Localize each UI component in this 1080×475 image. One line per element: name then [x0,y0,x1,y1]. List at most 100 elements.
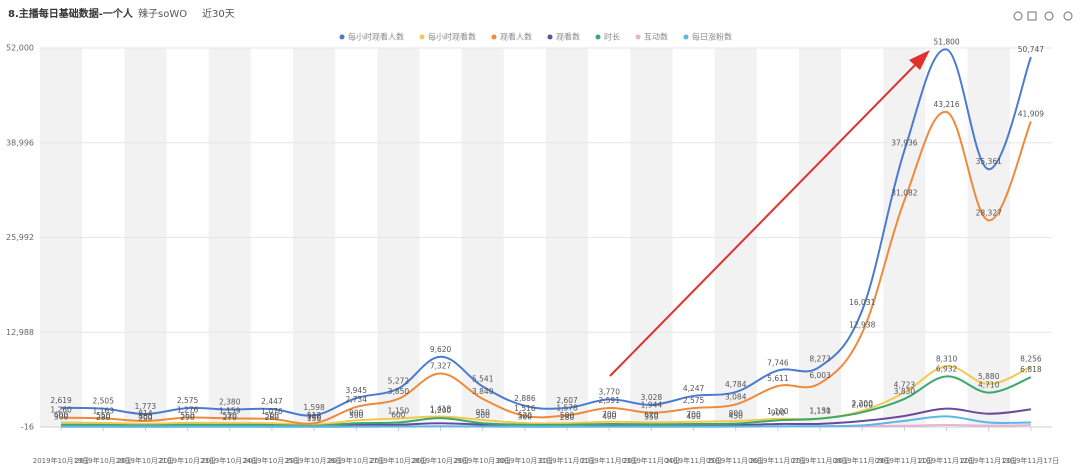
legend-label: 观看人数 [500,32,532,42]
x-tick-label: 2019年11月01日 [539,456,596,465]
data-label: 280 [96,413,111,422]
data-label: 1,150 [809,407,831,416]
data-label: 16,031 [849,298,875,307]
legend-label: 每日涨粉数 [692,32,732,42]
data-label: 5,611 [767,374,789,383]
data-label: 3,830 [894,387,916,396]
data-label: 2,886 [514,394,536,403]
legend-label: 观看数 [556,32,580,42]
data-label: 1,418 [430,405,452,414]
data-label: 8,310 [936,354,958,363]
y-tick-label: -16 [21,423,34,432]
data-label: 3,840 [472,387,494,396]
x-tick-label: 2019年11月07日 [750,456,807,465]
data-label: 37,936 [891,138,917,147]
chart-subtitle: 辣子soWO [138,7,187,20]
data-label: 2,619 [50,396,72,405]
data-label: 2,734 [346,395,368,404]
data-label: 620 [644,410,659,419]
data-label: 2,447 [261,397,283,406]
data-label: 5,272 [388,376,410,385]
data-label: 290 [180,413,195,422]
legend-label: 每小时观看数 [428,32,476,42]
x-tick-label: 2019年11月09日 [834,456,891,465]
download-icon[interactable] [1063,11,1073,21]
data-label: 400 [686,412,701,421]
data-label: 300 [518,413,533,422]
data-label: 8,256 [1020,355,1042,364]
legend-swatch [491,34,497,40]
annotation-arrow [609,50,930,377]
data-label: 450 [729,412,744,421]
data-label: 5,541 [472,375,494,384]
data-label: 900 [771,408,786,417]
x-tick-label: 2019年10月25日 [244,456,301,465]
data-label: 4,247 [683,384,705,393]
x-tick-label: 2019年10月26日 [286,456,343,465]
data-label: 270 [223,413,238,422]
data-label: 12,938 [849,321,875,330]
x-tick-label: 2019年11月11日 [876,456,933,465]
data-label: 950 [476,408,491,417]
data-label: 350 [644,412,659,421]
series-line [61,110,1032,425]
data-label: 1,159 [219,406,241,415]
x-tick-label: 2019年10月30日 [454,456,511,465]
x-tick-label: 2019年10月20日 [75,456,132,465]
refresh-icon[interactable] [1013,11,1023,21]
toolbar [1013,11,1073,21]
x-tick-label: 2019年11月12日 [918,456,975,465]
data-label: 1,260 [50,406,72,415]
period: 近30天 [202,7,235,20]
data-label: 28,327 [976,208,1002,217]
info-icon[interactable] [1044,11,1054,21]
legend-swatch [547,34,553,40]
series-line [61,415,1031,428]
data-label: 280 [560,413,575,422]
legend-label: 每小时观看人数 [348,32,404,42]
legend-swatch [339,34,345,40]
data-label: 600 [54,411,69,420]
data-label: 35,361 [976,157,1002,166]
data-label: 9,620 [430,345,452,354]
data-label: 1,163 [93,406,115,415]
data-label: 520 [223,411,238,420]
legend-label: 互动数 [644,32,668,42]
legend-swatch [595,34,601,40]
data-label: 41,909 [1018,110,1044,119]
data-label: 2,380 [219,398,241,407]
y-tick-label: 25,992 [6,233,34,242]
data-label: 500 [265,411,280,420]
data-label: 7,746 [767,358,789,367]
y-tick-label: 38,996 [6,138,34,147]
data-label: 43,216 [933,100,959,109]
data-label: 800 [729,409,744,418]
data-label: 2,000 [852,400,874,409]
data-label: 6,003 [809,371,831,380]
data-label: 520 [518,411,533,420]
x-tick-label: 2019年10月27日 [328,456,385,465]
x-tick-label: 2019年11月13日 [960,456,1017,465]
data-label: 500 [560,411,575,420]
x-tick-label: 2019年11月08日 [792,456,849,465]
data-label: 600 [391,411,406,420]
data-label: 300 [54,413,69,422]
x-tick-label: 2019年10月29日 [412,456,469,465]
data-label: 500 [476,411,491,420]
data-label: 400 [602,412,617,421]
data-label: 400 [138,412,153,421]
fullscreen-icon[interactable] [1027,11,1037,21]
data-label: 3,084 [725,392,747,401]
data-label: 8,273 [809,355,831,364]
x-tick-label: 2019年11月05日 [665,456,722,465]
data-label: 2,591 [599,396,621,405]
data-label: 4,784 [725,380,747,389]
series-line [61,375,1032,427]
data-label: 1,150 [388,407,410,416]
data-label: 1,944 [641,401,663,410]
data-label: 300 [307,413,322,422]
x-tick-label: 2019年10月28日 [370,456,427,465]
legend-label: 时长 [604,32,620,42]
data-label: 200 [138,413,153,422]
